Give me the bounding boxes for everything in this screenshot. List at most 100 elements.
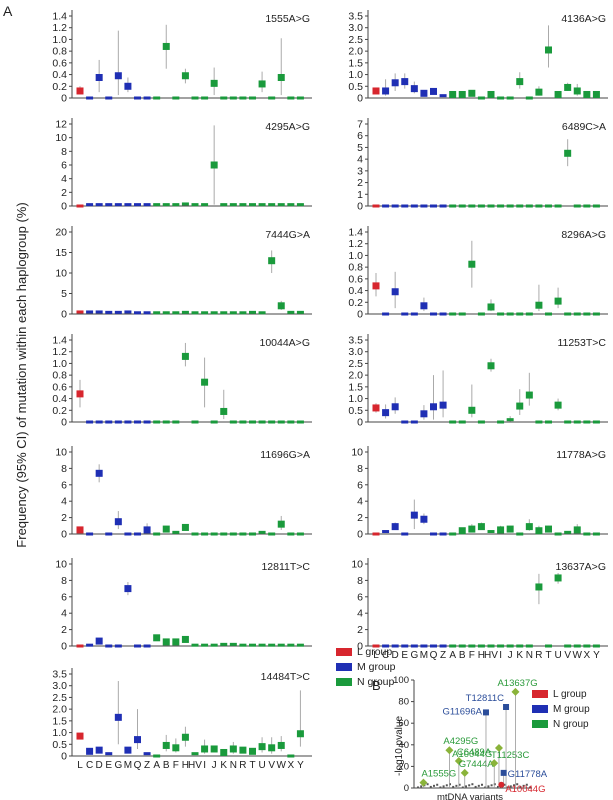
point-Y (296, 203, 304, 207)
point-U (258, 420, 266, 424)
point-W (277, 302, 285, 310)
y-tick-label: 0 (357, 201, 363, 213)
point-E (401, 78, 409, 86)
point-J (210, 643, 218, 647)
panel-b-background-point (474, 785, 477, 788)
point-Z (439, 312, 447, 316)
point-D (95, 203, 103, 207)
point-I (497, 526, 505, 534)
y-tick-label: 1.0 (52, 34, 67, 46)
point-Z (439, 94, 447, 98)
point-U (554, 574, 562, 582)
point-Z (439, 644, 447, 648)
subplot-title: 6489C>A (562, 121, 606, 133)
point-HV (191, 96, 199, 100)
x-tick-label-N: N (526, 650, 533, 661)
y-tick-label: 0.4 (348, 285, 363, 297)
point-Z (143, 96, 151, 100)
point-J (506, 312, 514, 316)
panel-b-background-point (458, 783, 461, 786)
point-D (391, 403, 399, 411)
panel-b-label-G11696A: G11696A (443, 706, 483, 717)
point-Y (296, 96, 304, 100)
x-tick-label-C: C (382, 650, 389, 661)
subplot-13637A>G: 0 2 4 6 8 10 13637A>G L C D E G M Q Z A B F H HV I J K N R T U V W X Y (351, 558, 608, 661)
point-K (220, 532, 228, 536)
x-tick-label-HV: HV (484, 650, 498, 661)
legend-swatch-L (336, 648, 352, 656)
subplot-title: 7444G>A (265, 229, 310, 241)
point-A (153, 754, 161, 758)
y-tick-label: 0 (357, 93, 363, 105)
point-E (105, 203, 113, 207)
panel-b-background-point (433, 784, 435, 787)
panel-b-background-point (516, 783, 519, 786)
point-Z (143, 526, 151, 534)
subplot-4136A>G: 00.51.01.52.02.53.03.5 4136A>G (348, 10, 608, 105)
point-HV (191, 420, 199, 424)
point-E (105, 96, 113, 100)
point-Q (134, 644, 141, 648)
x-tick-label-A: A (449, 650, 456, 661)
legend-swatch-M (336, 663, 352, 671)
point-Y (592, 644, 600, 648)
y-tick-label: 1.5 (348, 57, 363, 69)
point-A (153, 96, 161, 100)
point-G (114, 644, 122, 648)
x-tick-label-L: L (77, 760, 83, 771)
point-R (239, 96, 247, 100)
x-tick-label-Y: Y (593, 650, 600, 661)
point-J (506, 525, 514, 533)
x-tick-label-J: J (508, 650, 513, 661)
point-B (162, 311, 170, 315)
y-tick-label: 8 (61, 146, 67, 158)
point-V (564, 312, 572, 316)
x-tick-label-B: B (459, 650, 466, 661)
y-tick-label: 0.2 (52, 81, 67, 93)
point-X (583, 312, 591, 316)
point-C (86, 643, 94, 647)
panel-b-background-point (436, 783, 439, 786)
panel-b-xlabel: mtDNA variants (437, 792, 503, 800)
y-tick-label: 6 (61, 479, 67, 491)
x-tick-label-Y: Y (297, 760, 304, 771)
x-tick-label-V: V (564, 650, 571, 661)
y-tick-label: 0.4 (52, 393, 67, 405)
panel-b-ylabel: -log10 pvalue (394, 716, 405, 776)
point-A (153, 420, 161, 424)
point-X (583, 204, 591, 208)
y-tick-label: 8 (357, 463, 363, 475)
point-X (287, 420, 295, 424)
point-N (229, 311, 237, 315)
panel-b-background-point (493, 783, 496, 786)
panel-b-background-point (497, 785, 499, 788)
subplot-1555A>G: 00.20.40.60.81.01.21.4 1555A>G (52, 10, 312, 105)
point-B (162, 525, 170, 533)
panel-b-background-point (420, 785, 423, 788)
y-tick-label: 2.0 (348, 46, 363, 58)
point-E (401, 312, 409, 316)
point-L (76, 310, 84, 314)
y-tick-label: 2 (357, 512, 363, 524)
y-tick-label: 0 (61, 201, 67, 213)
point-C (86, 203, 94, 207)
point-I (201, 203, 209, 207)
point-Q (430, 644, 437, 648)
point-X (287, 643, 295, 647)
point-R (239, 643, 247, 647)
point-V (268, 96, 276, 100)
point-K (220, 407, 228, 415)
point-I (201, 532, 209, 536)
subplot-title: 11778A>G (556, 449, 606, 461)
point-F (468, 406, 476, 414)
point-HV (487, 362, 495, 370)
y-tick-label: 4 (357, 608, 363, 620)
point-M (420, 89, 428, 97)
y-tick-label: 0 (357, 309, 363, 321)
subplot-title: 12811T>C (261, 561, 310, 573)
point-G (114, 420, 122, 424)
y-tick-label: 6 (61, 160, 67, 172)
y-tick-label: 10 (55, 268, 67, 280)
point-K (220, 311, 228, 315)
point-V (268, 203, 276, 207)
